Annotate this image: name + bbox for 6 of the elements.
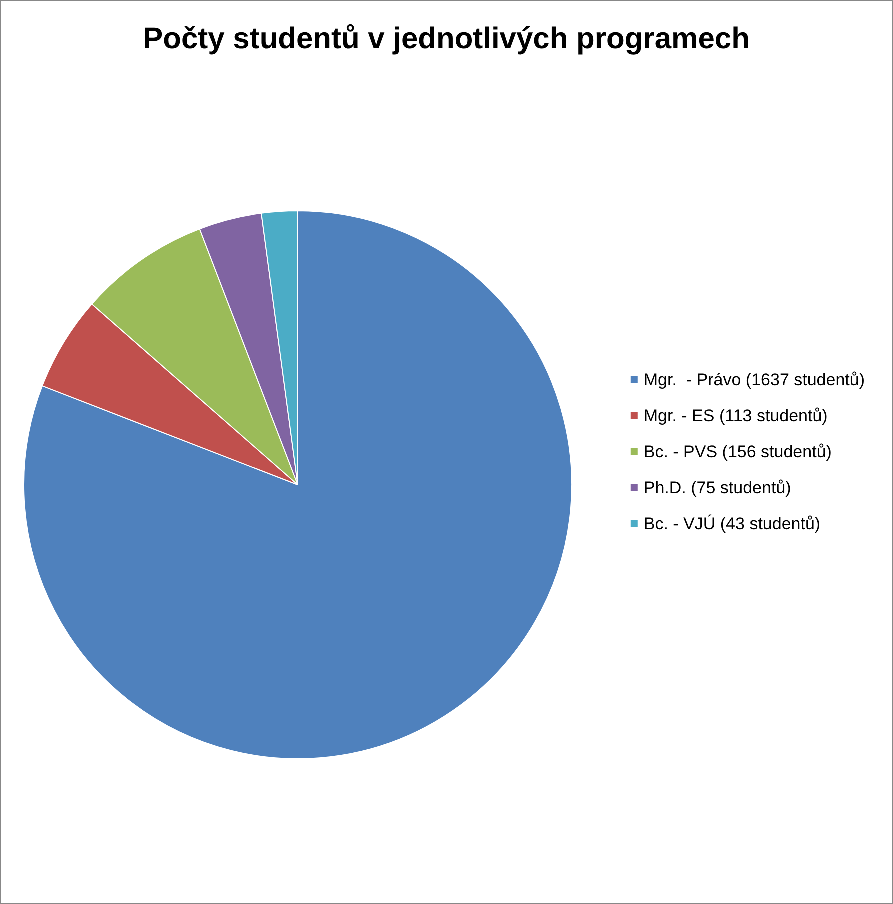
legend-label: Bc. - PVS (156 studentů) (644, 442, 832, 462)
legend-label: Mgr. - ES (113 studentů) (644, 406, 828, 426)
legend-label: Bc. - VJÚ (43 studentů) (644, 514, 821, 534)
legend-label: Mgr. - Právo (1637 studentů) (644, 370, 865, 390)
legend-label: Ph.D. (75 studentů) (644, 478, 792, 498)
chart-title: Počty studentů v jednotlivých programech (143, 22, 750, 56)
